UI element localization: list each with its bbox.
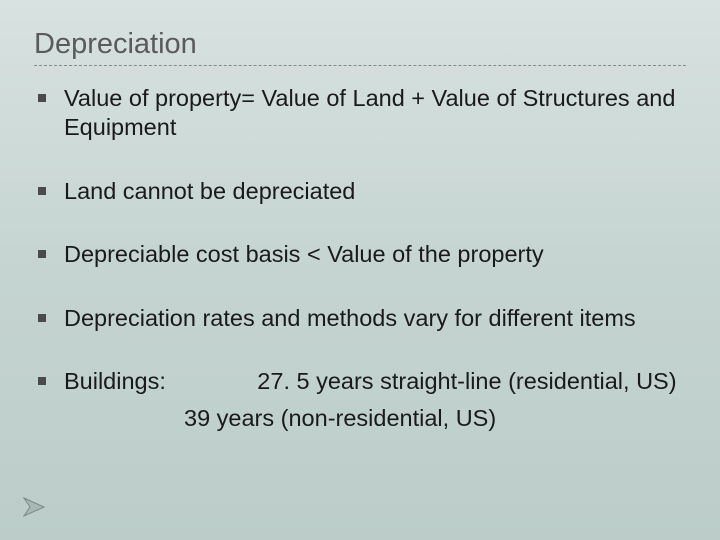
bullet-text: Land cannot be depreciated [64,177,686,206]
square-bullet-icon [38,250,46,258]
list-item: Depreciable cost basis < Value of the pr… [34,240,686,269]
bullet-text: Value of property= Value of Land + Value… [64,84,686,143]
list-item: Buildings: 27. 5 years straight-line (re… [34,367,686,434]
slide-container: Depreciation Value of property= Value of… [0,0,720,460]
square-bullet-icon [38,94,46,102]
square-bullet-icon [38,187,46,195]
decorative-arrow-icon [22,496,50,518]
bullet-text: Depreciable cost basis < Value of the pr… [64,240,686,269]
bullet-sub-line: 39 years (non-residential, US) [64,404,686,433]
bullet-text: Depreciation rates and methods vary for … [64,304,686,333]
list-item: Depreciation rates and methods vary for … [34,304,686,333]
bullet-list: Value of property= Value of Land + Value… [34,84,686,434]
bullet-text: Buildings: 27. 5 years straight-line (re… [64,367,686,434]
bullet-main-line: Buildings: 27. 5 years straight-line (re… [64,367,686,396]
list-item: Land cannot be depreciated [34,177,686,206]
square-bullet-icon [38,314,46,322]
square-bullet-icon [38,377,46,385]
slide-title: Depreciation [34,28,686,61]
title-underline [34,65,686,66]
list-item: Value of property= Value of Land + Value… [34,84,686,143]
